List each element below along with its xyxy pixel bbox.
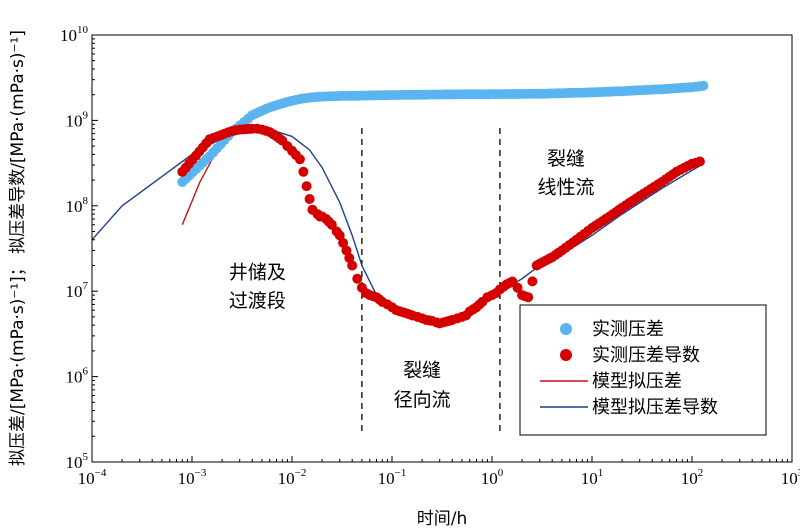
x-tick-label: 10−1 — [378, 467, 407, 488]
series---point — [344, 253, 355, 263]
series---point — [338, 237, 349, 248]
x-tick-label: 100 — [481, 467, 504, 488]
series---point — [347, 260, 358, 271]
x-tick-label: 10−3 — [178, 467, 207, 488]
regime-annotation: 井储及 — [229, 262, 286, 284]
y-axis-label: 拟压差/[MPa·(mPa·s)⁻¹]； 拟压差导数/[MPa·(mPa·s)⁻… — [8, 30, 28, 466]
regime-annotation: 裂缝 — [547, 148, 585, 170]
plot-frame — [91, 34, 793, 463]
series---point — [698, 80, 709, 91]
series---point — [527, 276, 538, 287]
series---point — [294, 154, 305, 165]
series---point — [334, 230, 345, 241]
flow-regime-divider-lines — [361, 128, 501, 435]
y-tick-label: 107 — [66, 280, 89, 301]
measured-data-points — [177, 80, 709, 329]
regime-annotation: 裂缝 — [403, 360, 441, 382]
series---point — [352, 273, 363, 284]
x-tick-label: 10−2 — [278, 467, 307, 488]
x-axis-label: 时间/h — [417, 509, 468, 529]
legend-label: 实测压差 — [592, 319, 664, 340]
y-tick-label: 108 — [66, 195, 89, 216]
x-tick-label: 103 — [781, 467, 800, 488]
series---point — [694, 156, 705, 167]
series---point — [523, 292, 534, 303]
series---point — [298, 166, 309, 177]
x-tick-label: 102 — [681, 467, 704, 488]
series---point — [512, 282, 523, 293]
series---point — [301, 181, 312, 192]
legend-marker-- — [560, 349, 572, 361]
legend-label: 模型拟压差 — [592, 371, 682, 392]
y-tick-label: 1010 — [60, 24, 89, 45]
y-tick-label: 109 — [66, 109, 89, 130]
y-tick-label: 106 — [66, 366, 89, 387]
regime-annotation: 线性流 — [538, 176, 595, 198]
legend-label: 实测压差导数 — [592, 345, 700, 366]
x-tick-label: 101 — [581, 467, 604, 488]
x-tick-label: 10−4 — [78, 467, 107, 488]
legend-marker-- — [560, 323, 572, 335]
series---point — [304, 194, 315, 204]
axis-ticks: 10−4 10−3 10−2 10−1 100 101 102 103 105 106 107 108… — [60, 24, 800, 488]
y-tick-label: 105 — [66, 451, 89, 472]
legend-label: 模型拟压差导数 — [592, 397, 718, 418]
series---point — [341, 245, 352, 256]
regime-annotation: 径向流 — [394, 389, 451, 411]
regime-annotation: 过渡段 — [229, 290, 286, 312]
